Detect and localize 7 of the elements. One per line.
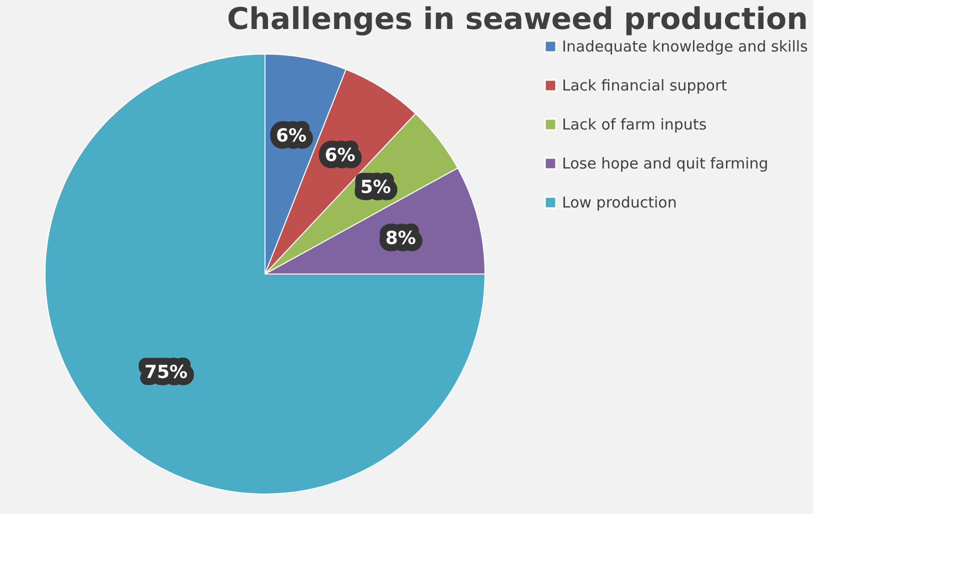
legend-label: Lack of farm inputs <box>562 116 707 134</box>
legend-label: Low production <box>562 194 677 212</box>
legend-label: Inadequate knowledge and skills <box>562 38 808 56</box>
legend-label: Lose hope and quit farming <box>562 154 768 172</box>
chart-title: Challenges in seaweed production <box>227 2 808 37</box>
legend-label: Lack financial support <box>562 76 728 94</box>
pie-slice <box>44 54 486 494</box>
